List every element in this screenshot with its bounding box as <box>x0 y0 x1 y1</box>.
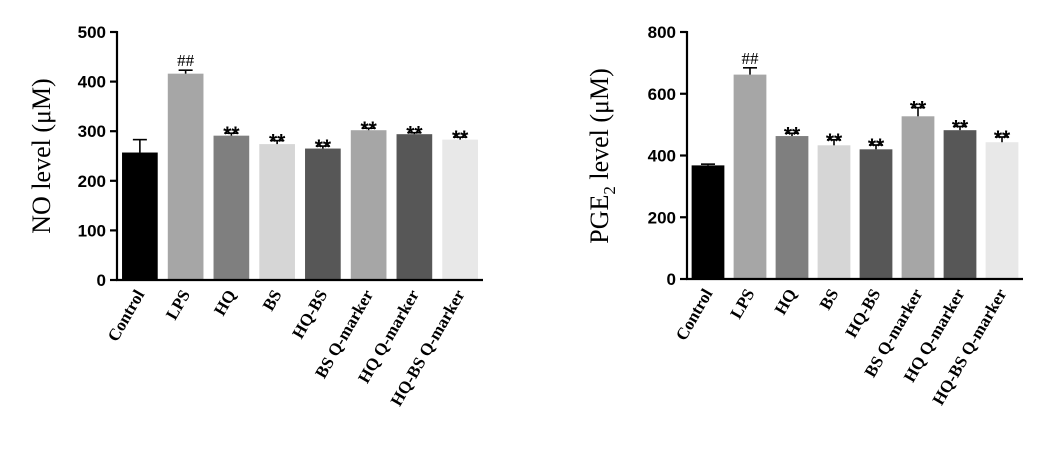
pge-tick-label: 600 <box>648 85 676 104</box>
no-bar <box>213 135 250 280</box>
pge2-error-bars <box>701 67 1009 166</box>
no-tick-label: 0 <box>97 271 106 290</box>
pge-tick-label: 800 <box>648 23 676 42</box>
pge2-bars <box>691 74 1019 279</box>
pge-bar <box>985 142 1019 279</box>
pge-bar <box>943 130 977 279</box>
no-bar <box>442 139 478 280</box>
no-significance-label: ** <box>452 127 469 150</box>
no-bar <box>259 144 295 280</box>
no-level-chart: NO level (μM) 0 100 200 300 400 500 ## ** ** ** *… <box>27 23 483 409</box>
pge2-level-chart: PGE2 level (μM) 0 200 400 600 800 ## ** ** ** **… <box>585 23 1023 408</box>
no-tick-label: 200 <box>78 172 106 191</box>
pge-significance-label: ** <box>826 130 843 153</box>
no-bar <box>396 134 433 280</box>
no-y-ticks: 0 100 200 300 400 500 <box>78 23 117 290</box>
no-bar <box>122 152 158 280</box>
pge-tick-label: 400 <box>648 147 676 166</box>
pge-significance-label: ** <box>868 135 885 158</box>
no-bar <box>350 130 387 280</box>
pge-significance-label: ## <box>742 49 760 68</box>
no-category-label: HQ <box>210 287 240 319</box>
pge-significance-label: ** <box>994 127 1011 150</box>
no-ylabel: NO level (μM) <box>27 78 56 233</box>
pge2-y-ticks: 0 200 400 600 800 <box>648 23 687 289</box>
pge-bar <box>691 165 725 279</box>
pge-bar <box>817 145 851 279</box>
pge-significance-label: ** <box>910 98 927 121</box>
pge-tick-label: 0 <box>667 270 676 289</box>
no-error-bars <box>132 69 468 153</box>
pge-bar <box>901 116 935 279</box>
no-tick-label: 400 <box>78 73 106 92</box>
pge-category-label: Control <box>672 285 717 344</box>
pge-significance-label: ** <box>784 123 801 146</box>
no-significance-label: ** <box>315 136 332 159</box>
pge-category-label: BS <box>816 286 843 314</box>
pge2-ylabel: PGE2 level (μM) <box>585 68 619 244</box>
pge2-annotations: ## ** ** ** ** ** ** <box>742 49 1011 158</box>
no-significance-label: ** <box>406 123 423 146</box>
no-bars <box>122 73 478 280</box>
pge-tick-label: 200 <box>648 208 676 227</box>
no-category-label: LPS <box>162 287 194 324</box>
pge2-ylabel-sub: 2 <box>600 186 619 195</box>
pge2-ylabel-main: PGE <box>585 195 614 244</box>
no-annotations: ## ** ** ** ** ** ** <box>177 51 469 159</box>
pge-category-label: HQ-BS <box>842 286 885 341</box>
pge-significance-label: ** <box>952 116 969 139</box>
no-category-label: BS <box>259 287 286 315</box>
pge-bar <box>733 74 767 279</box>
no-significance-label: ** <box>269 131 286 154</box>
no-bar <box>305 148 341 280</box>
no-tick-label: 300 <box>78 122 106 141</box>
no-tick-label: 500 <box>78 23 106 42</box>
no-significance-label: ** <box>360 118 377 141</box>
no-bar <box>167 73 204 280</box>
no-category-label: HQ-BS <box>288 287 331 342</box>
pge-category-label: HQ <box>771 286 801 318</box>
no-significance-label: ** <box>223 123 240 146</box>
no-tick-label: 100 <box>78 221 106 240</box>
no-significance-label: ## <box>177 51 195 70</box>
pge2-ylabel-rest: level (μM) <box>585 68 614 186</box>
pge-bar <box>859 149 893 279</box>
pge-bar <box>775 136 809 279</box>
pge-category-label: LPS <box>726 286 758 323</box>
no-category-label: Control <box>104 286 149 345</box>
